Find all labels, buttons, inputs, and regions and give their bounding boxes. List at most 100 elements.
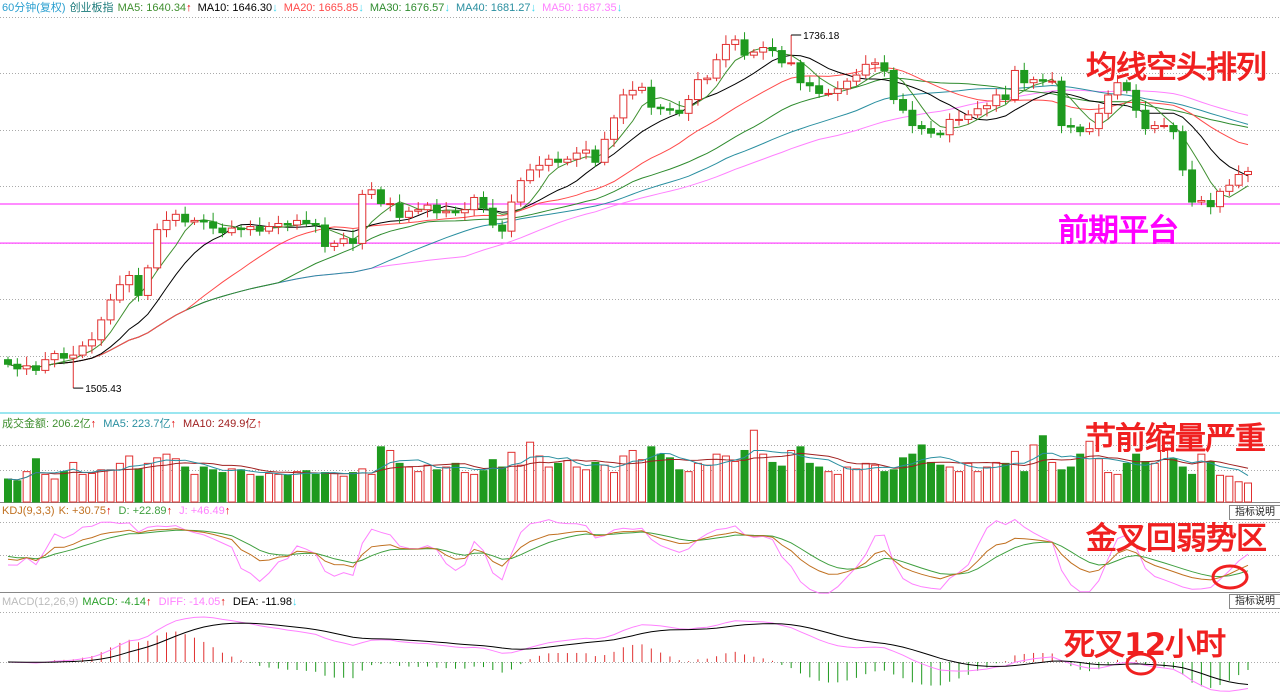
annotation-platform: 前期平台 <box>1058 213 1179 249</box>
annotation-macd-cross: 死叉12小时 <box>1064 627 1226 663</box>
candle-down <box>1178 131 1187 171</box>
volume-bar <box>945 466 954 503</box>
arrow-up-icon: ↑ <box>256 418 262 430</box>
macd-value: MACD: -4.14 <box>82 596 146 608</box>
arrow-down-icon: ↓ <box>530 2 537 14</box>
volume-bar <box>106 469 115 503</box>
candle-up <box>153 229 162 269</box>
candle-up <box>414 209 423 212</box>
candle-up <box>619 94 628 119</box>
volume-bar <box>1038 435 1047 503</box>
volume-bar <box>227 468 236 503</box>
volume-bar <box>554 462 563 503</box>
volume-bar <box>265 472 274 503</box>
volume-bar <box>749 429 758 503</box>
high-price-label: 1736.18 <box>803 31 840 42</box>
kdj-label: KDJ(9,3,3) <box>2 505 55 517</box>
candle-down <box>498 224 507 232</box>
volume-bar <box>1085 440 1094 503</box>
candle-up <box>749 51 758 56</box>
volume-bar <box>1001 462 1010 503</box>
volume-bar <box>423 464 432 503</box>
candle-up <box>106 299 115 321</box>
candle-up <box>460 209 469 214</box>
candle-up <box>274 222 283 228</box>
candle-down <box>899 99 908 111</box>
volume-bar <box>908 453 917 503</box>
candle-up <box>982 105 991 110</box>
volume-header: 成交金额: 206.2亿↑ MA5: 223.7亿↑ MA10: 249.9亿↑ <box>2 418 266 430</box>
candle-up <box>69 354 78 359</box>
candle-up <box>833 88 842 94</box>
candle-down <box>796 62 805 84</box>
price-header: 60分钟(复权) 创业板指 MA5: 1640.34↑ MA10: 1646.30↓ M… <box>2 2 632 14</box>
macd-dea: DEA: -11.98 <box>232 596 292 608</box>
volume-bar <box>721 455 730 503</box>
candle-down <box>209 221 218 229</box>
annotation-kdj-cross: 金叉回弱势区 <box>1086 521 1267 557</box>
macd-dea-line <box>7 622 1249 685</box>
volume-bar <box>134 468 143 503</box>
volume-bar <box>1122 462 1131 503</box>
candle-up <box>945 118 954 136</box>
volume-bar <box>246 473 255 503</box>
ma10-line <box>7 54 1249 368</box>
volume-bar <box>414 471 423 503</box>
candle-down <box>675 109 684 114</box>
volume-bar <box>526 441 535 503</box>
arrow-up-icon: ↑ <box>105 505 112 517</box>
volume-bar <box>143 462 152 503</box>
candle-up <box>1197 200 1206 203</box>
candle-up <box>470 196 479 211</box>
macd-label: MACD(12,26,9) <box>2 596 79 608</box>
volume-bar <box>954 471 963 503</box>
volume-bar <box>330 472 339 503</box>
volume-bar <box>1216 474 1225 503</box>
candle-down <box>936 132 945 136</box>
volume-bar <box>1113 473 1122 503</box>
arrow-up-icon: ↑ <box>170 418 176 430</box>
candle-down <box>395 203 404 218</box>
candle-up <box>516 180 525 203</box>
candle-up <box>712 59 721 79</box>
volume-bar <box>339 475 348 503</box>
volume-bar <box>591 461 600 503</box>
period-label[interactable]: 60分钟(复权) <box>2 2 66 14</box>
volume-bar <box>973 471 982 503</box>
candle-up <box>293 219 302 226</box>
candle-down <box>777 50 786 64</box>
candle-up <box>1234 174 1243 186</box>
volume-bar <box>31 458 40 503</box>
candle-up <box>1150 125 1159 130</box>
candle-down <box>479 196 488 209</box>
candle-down <box>554 158 563 163</box>
candle-up <box>171 213 180 221</box>
candle-up <box>1094 112 1103 130</box>
volume-bar <box>1076 453 1085 503</box>
indicator-help-button-kdj[interactable]: 指标说明 <box>1229 505 1280 520</box>
candle-down <box>1038 79 1047 82</box>
volume-bar <box>358 468 367 503</box>
candle-up <box>1244 170 1252 176</box>
volume-bar <box>367 473 376 503</box>
candle-up <box>367 189 376 195</box>
volume-bar <box>917 444 926 503</box>
kdj-k: K: +30.75 <box>58 505 106 517</box>
volume-bar <box>153 457 162 503</box>
candle-down <box>908 109 917 127</box>
candle-down <box>488 207 497 226</box>
candle-up <box>1225 184 1234 192</box>
volume-bar <box>507 451 516 503</box>
volume-bar <box>1188 473 1197 503</box>
volume-bar <box>209 469 218 503</box>
volume-bar <box>59 471 68 503</box>
volume-bar <box>78 473 87 503</box>
candle-up <box>824 92 833 95</box>
candle-down <box>13 363 22 370</box>
volume-bar <box>833 473 842 503</box>
volume-bar <box>115 462 124 503</box>
volume-bar <box>815 466 824 503</box>
indicator-help-button-macd[interactable]: 指标说明 <box>1229 594 1280 609</box>
volume-bar <box>255 475 264 503</box>
